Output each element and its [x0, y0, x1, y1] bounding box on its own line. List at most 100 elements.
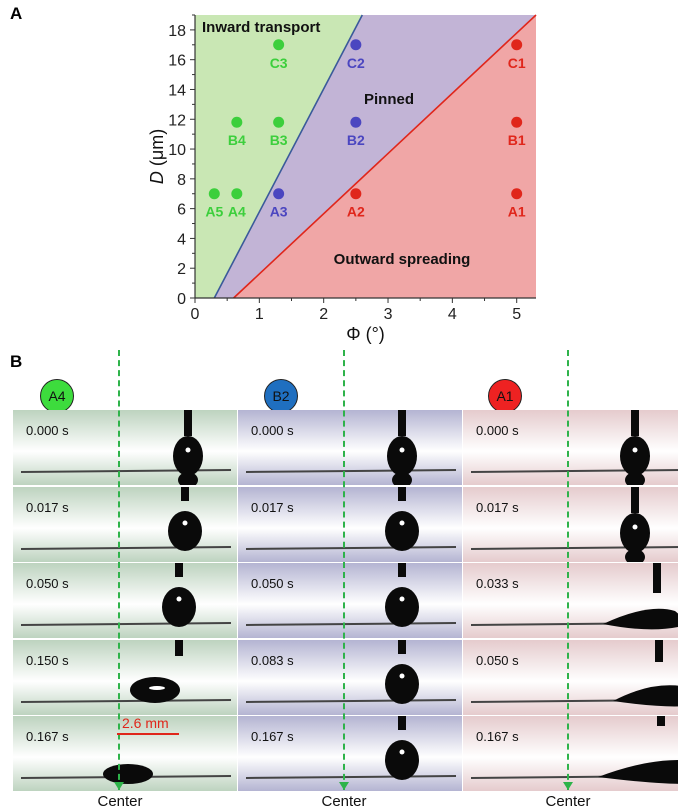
data-point-a2 [350, 188, 362, 200]
frame-col1-row1: 0.000 s [13, 410, 237, 485]
frame-timestamp: 0.083 s [251, 653, 294, 668]
frame-timestamp: 0.000 s [476, 423, 519, 438]
center-line-col-2 [343, 350, 345, 790]
droplet-image [245, 716, 457, 780]
y-tick-label: 6 [177, 202, 186, 219]
data-point-c1 [511, 39, 523, 51]
droplet-image [245, 563, 457, 627]
point-label-b2: B2 [347, 132, 365, 148]
region-inward [195, 15, 363, 298]
droplet [168, 487, 202, 551]
frame-timestamp: 0.050 s [251, 576, 294, 591]
droplet [130, 640, 183, 703]
droplet [603, 563, 678, 630]
center-label-col-3: Center [545, 793, 591, 810]
substrate-line [20, 469, 232, 473]
substrate-line [245, 775, 457, 779]
frame-timestamp: 0.050 s [26, 576, 69, 591]
data-point-a3 [273, 188, 285, 200]
point-label-c3: C3 [270, 55, 288, 71]
center-label-col-2: Center [321, 793, 367, 810]
substrate-line [20, 622, 232, 626]
x-axis-title: Φ (°) [346, 324, 385, 344]
y-tick-label: 10 [168, 142, 186, 159]
center-arrow-col-3 [563, 782, 573, 790]
x-tick-label: 3 [384, 306, 393, 323]
substrate-line [20, 699, 232, 703]
y-tick-label: 4 [177, 231, 186, 248]
point-label-a3: A3 [270, 204, 288, 220]
substrate-line [245, 622, 457, 626]
substrate-line [245, 546, 457, 550]
droplet-image [20, 563, 232, 627]
x-tick-label: 1 [255, 306, 264, 323]
substrate-line [20, 546, 232, 550]
frame-timestamp: 0.017 s [251, 500, 294, 515]
data-point-c3 [273, 39, 285, 51]
frame-col3-row2: 0.017 s [463, 487, 678, 562]
substrate-line [245, 469, 457, 473]
y-tick-label: 0 [177, 291, 186, 308]
frame-timestamp: 0.017 s [26, 500, 69, 515]
frame-col1-row3: 0.050 s [13, 563, 237, 638]
frame-timestamp: 0.150 s [26, 653, 69, 668]
frame-col2-row5: 0.167 s [238, 716, 462, 791]
droplet [162, 563, 196, 627]
data-point-b1 [511, 116, 523, 128]
data-point-a1 [511, 188, 523, 200]
droplet [385, 640, 419, 704]
boundary-line-outward [233, 14, 537, 299]
frame-timestamp: 0.033 s [476, 576, 519, 591]
frame-col1-row5: 0.167 s [13, 716, 237, 791]
frame-col2-row4: 0.083 s [238, 640, 462, 715]
point-label-c1: C1 [508, 55, 526, 71]
point-label-b1: B1 [508, 132, 526, 148]
point-label-b3: B3 [270, 132, 288, 148]
region-label-1: Pinned [364, 91, 414, 108]
droplet-image [20, 410, 232, 485]
scale-bar [117, 733, 179, 735]
frame-col3-row1: 0.000 s [463, 410, 678, 485]
droplet [620, 487, 650, 562]
data-point-a5 [208, 188, 220, 200]
y-tick-label: 14 [168, 82, 186, 99]
droplet [103, 764, 153, 784]
center-arrow-col-2 [339, 782, 349, 790]
x-tick-label: 5 [512, 306, 521, 323]
droplet-image [20, 764, 232, 784]
frame-timestamp: 0.167 s [476, 729, 519, 744]
y-tick-label: 8 [177, 172, 186, 189]
frame-timestamp: 0.000 s [26, 423, 69, 438]
x-tick-label: 0 [191, 306, 200, 323]
frame-col2-row2: 0.017 s [238, 487, 462, 562]
frame-col1-row4: 0.150 s [13, 640, 237, 715]
region-label-2: Outward spreading [334, 251, 471, 268]
droplet [598, 716, 678, 784]
droplet-image [470, 716, 678, 784]
y-tick-label: 16 [168, 53, 186, 70]
point-label-a5: A5 [205, 204, 223, 220]
droplet-image [470, 410, 678, 485]
center-line-col-3 [567, 350, 569, 790]
frame-timestamp: 0.000 s [251, 423, 294, 438]
substrate-line [470, 469, 678, 473]
droplet-image [470, 640, 678, 707]
data-point-b3 [273, 116, 285, 128]
droplet-image [20, 487, 232, 551]
x-tick-label: 2 [319, 306, 328, 323]
point-label-c2: C2 [347, 55, 365, 71]
boundary-line-inward [213, 14, 363, 299]
droplet-image [20, 640, 232, 703]
badge-b2: B2 [264, 379, 298, 413]
panel-b-label: B [10, 352, 23, 371]
data-point-a4 [231, 188, 243, 200]
frame-col2-row1: 0.000 s [238, 410, 462, 485]
substrate-line [470, 546, 678, 550]
point-label-a4: A4 [228, 204, 246, 220]
frame-timestamp: 0.167 s [251, 729, 294, 744]
frame-timestamp: 0.167 s [26, 729, 69, 744]
center-arrow-col-1 [114, 782, 124, 790]
y-tick-label: 2 [177, 261, 186, 278]
y-tick-label: 12 [168, 112, 186, 129]
